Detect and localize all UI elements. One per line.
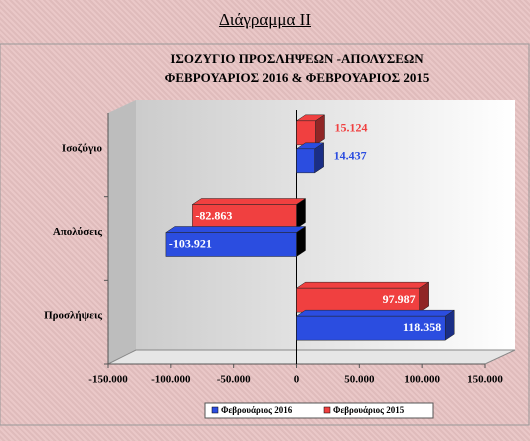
chart-title: ΙΣΟΖΥΓΙΟ ΠΡΟΣΛΗΨΕΩΝ -ΑΠΟΛΥΣΕΩΝ: [170, 51, 424, 66]
bar: [296, 120, 316, 146]
bar-top: [295, 281, 430, 289]
value-label: 118.358: [403, 320, 441, 334]
bar-top: [165, 226, 307, 233]
bar: [192, 204, 297, 229]
page-title: Διάγραμμα ΙΙ: [218, 10, 312, 29]
x-tick-label: 0: [294, 374, 300, 386]
x-tick-label: -50.000: [217, 374, 251, 386]
side-wall: [108, 100, 136, 364]
bar-top: [191, 198, 307, 205]
bar: [296, 287, 420, 313]
bar: [165, 232, 297, 257]
chart-title: ΦΕΒΡΟΥΑΡΙΟΣ 2016 & ΦΕΒΡΟΥΑΡΙΟΣ 2015: [165, 70, 430, 85]
x-tick-label: 150.000: [467, 374, 503, 386]
floor: [107, 349, 516, 365]
bar: [296, 148, 315, 174]
legend-label: Φεβρουάριος 2015: [333, 405, 405, 415]
chart-area: [0, 43, 530, 426]
value-label: -103.921: [169, 236, 212, 250]
legend: [204, 402, 434, 419]
y-tick-label: Προσλήψεις: [44, 310, 102, 322]
value-label: 14.437: [334, 149, 367, 163]
y-tick-label: Ισοζύγιο: [62, 142, 103, 154]
legend-swatch: [211, 406, 219, 414]
legend-label: Φεβρουάριος 2016: [221, 405, 293, 415]
x-tick-label: -150.000: [88, 374, 128, 386]
value-label: 97.987: [383, 292, 416, 306]
x-tick-label: -100.000: [151, 374, 191, 386]
legend-swatch: [323, 406, 331, 414]
x-tick-label: 100.000: [404, 374, 440, 386]
bar-top: [295, 309, 456, 317]
y-tick-label: Απολύσεις: [53, 226, 103, 238]
value-label: -82.863: [195, 208, 232, 222]
bar: [296, 315, 446, 341]
value-label: 15.124: [335, 121, 368, 135]
x-tick-label: 50.000: [344, 374, 375, 386]
